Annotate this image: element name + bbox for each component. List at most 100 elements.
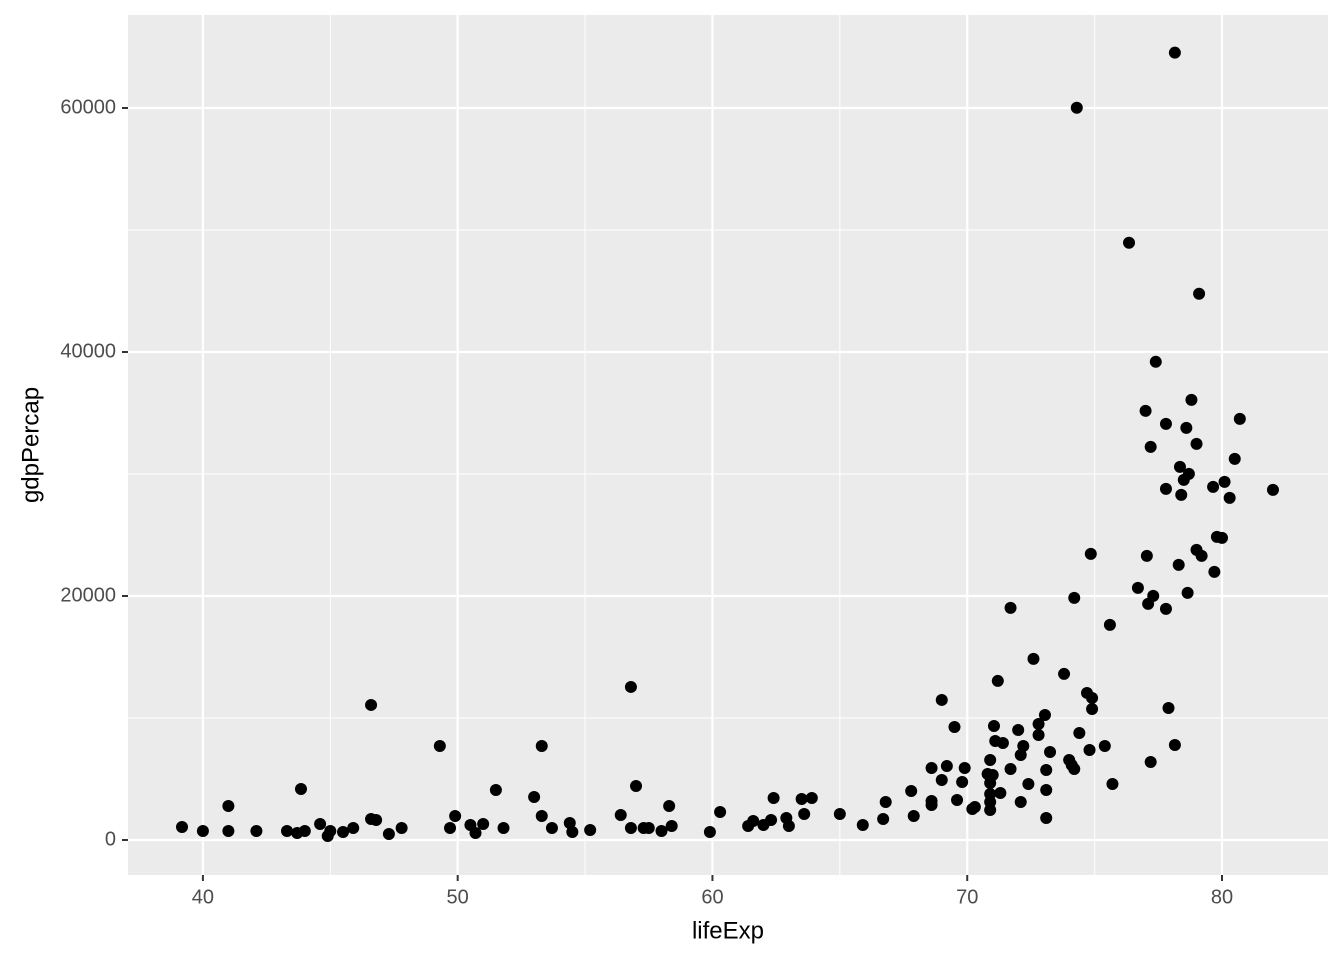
point [1144, 440, 1157, 453]
point [469, 826, 482, 839]
point [767, 791, 780, 804]
point [1159, 482, 1172, 495]
y-tick-label: 20000 [60, 584, 116, 606]
point [1098, 739, 1111, 752]
point [1070, 101, 1083, 114]
point [703, 825, 716, 838]
point [1147, 589, 1160, 602]
point [996, 736, 1009, 749]
point [1173, 460, 1186, 473]
point [1216, 531, 1229, 544]
point [986, 768, 999, 781]
point [449, 809, 462, 822]
point [1168, 46, 1181, 59]
point [176, 820, 189, 833]
point [1195, 549, 1208, 562]
point [1228, 452, 1241, 465]
point [987, 719, 1000, 732]
point [948, 720, 961, 733]
point [1017, 739, 1030, 752]
point [663, 799, 676, 812]
point [337, 825, 350, 838]
point [1040, 811, 1053, 824]
point [477, 817, 490, 830]
point [1032, 728, 1045, 741]
point [1032, 717, 1045, 730]
point [630, 779, 643, 792]
x-tick-label: 40 [192, 886, 214, 908]
point [833, 807, 846, 820]
point [395, 821, 408, 834]
point [280, 824, 293, 837]
point [1233, 412, 1246, 425]
point [1172, 558, 1185, 571]
point [1058, 667, 1071, 680]
point [1106, 777, 1119, 790]
point [222, 799, 235, 812]
point [991, 674, 1004, 687]
point [535, 739, 548, 752]
point [655, 824, 668, 837]
point [196, 824, 209, 837]
point [1068, 591, 1081, 604]
point [879, 795, 892, 808]
point [324, 824, 337, 837]
point [1168, 738, 1181, 751]
point [222, 824, 235, 837]
point [1180, 421, 1193, 434]
point [877, 812, 890, 825]
y-tick-label: 60000 [60, 96, 116, 118]
point [1181, 586, 1194, 599]
point [1175, 488, 1188, 501]
point [1140, 549, 1153, 562]
point [563, 816, 576, 829]
point [489, 783, 502, 796]
point [584, 823, 597, 836]
point [1193, 287, 1206, 300]
point [1044, 745, 1057, 758]
point [795, 792, 808, 805]
point [298, 824, 311, 837]
point [1159, 417, 1172, 430]
point [294, 782, 307, 795]
point [528, 790, 541, 803]
point [1190, 437, 1203, 450]
point [714, 805, 727, 818]
point [1083, 743, 1096, 756]
point [956, 775, 969, 788]
point [642, 821, 655, 834]
point [907, 809, 920, 822]
point [951, 793, 964, 806]
point [905, 784, 918, 797]
point [1040, 763, 1053, 776]
point [314, 817, 327, 830]
point [925, 761, 938, 774]
y-axis-title: gdpPercap [17, 387, 44, 503]
point [382, 827, 395, 840]
point [1103, 618, 1116, 631]
point [925, 798, 938, 811]
point [1086, 691, 1099, 704]
point [444, 821, 457, 834]
point [1004, 601, 1017, 614]
point [798, 807, 811, 820]
point [1038, 708, 1051, 721]
point [1223, 491, 1236, 504]
point [805, 791, 818, 804]
point [935, 693, 948, 706]
point [1266, 483, 1279, 496]
x-tick-label: 50 [447, 886, 469, 908]
point [1012, 723, 1025, 736]
point [1022, 777, 1035, 790]
point [1149, 355, 1162, 368]
point [1218, 475, 1231, 488]
point [765, 813, 778, 826]
point [1208, 565, 1221, 578]
y-tick-label: 0 [105, 828, 116, 850]
point [1068, 762, 1081, 775]
point [1014, 748, 1027, 761]
point [1123, 236, 1136, 249]
point [1139, 404, 1152, 417]
